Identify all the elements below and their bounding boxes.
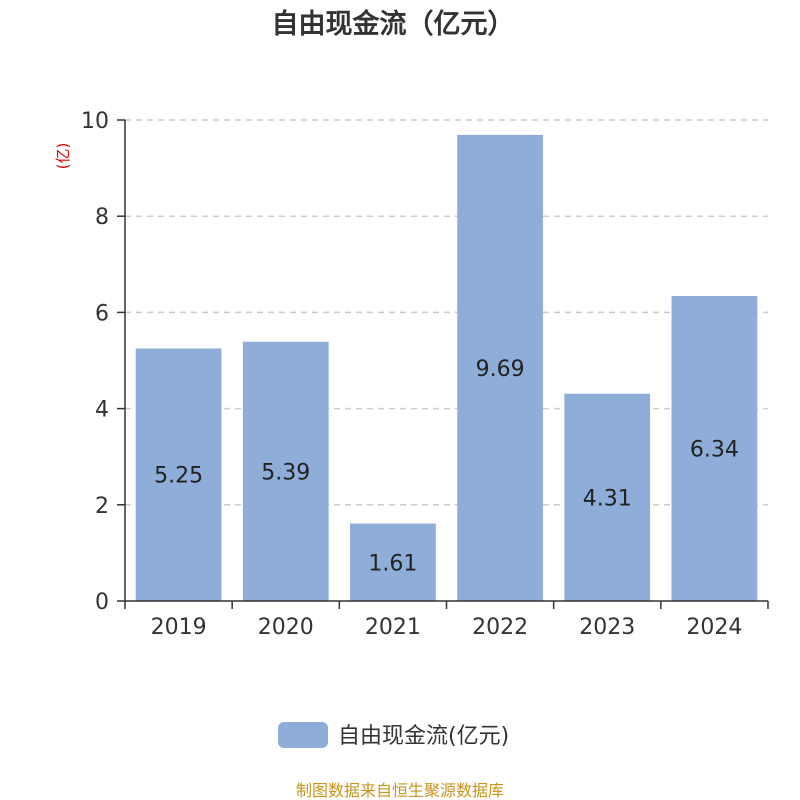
axes: 0 2 4 6 8 10 2019 2020 2021 2022 2023 2024 xyxy=(81,109,769,640)
chart-title: 自由现金流（亿元） xyxy=(272,8,515,40)
legend-swatch[interactable] xyxy=(278,722,328,748)
bar[interactable] xyxy=(350,523,436,601)
bars xyxy=(135,134,758,601)
data-label: 5.39 xyxy=(261,460,310,485)
legend[interactable]: 自由现金流(亿元) xyxy=(278,722,509,749)
bar[interactable] xyxy=(135,348,222,601)
x-tick-label: 2020 xyxy=(258,615,314,640)
bar[interactable] xyxy=(671,296,758,601)
y-tick-label: 10 xyxy=(81,109,109,134)
data-label: 6.34 xyxy=(690,438,739,463)
data-label: 5.25 xyxy=(154,464,203,489)
bar[interactable] xyxy=(457,134,543,601)
y-axis-unit-label: (亿) xyxy=(54,143,72,170)
y-tick-label: 4 xyxy=(95,398,109,423)
bar[interactable] xyxy=(242,341,329,601)
x-tick-label: 2023 xyxy=(579,615,635,640)
x-tick-label: 2022 xyxy=(472,615,528,640)
y-tick-label: 6 xyxy=(95,301,109,326)
x-tick-label: 2021 xyxy=(365,615,421,640)
x-tick-label: 2024 xyxy=(686,615,742,640)
source-note: 制图数据来自恒生聚源数据库 xyxy=(296,781,504,800)
data-label: 1.61 xyxy=(368,551,417,576)
y-tick-label: 8 xyxy=(95,205,109,230)
y-tick-label: 2 xyxy=(95,494,109,519)
bar[interactable] xyxy=(564,393,651,601)
data-label: 9.69 xyxy=(476,357,525,382)
data-label: 4.31 xyxy=(583,486,632,511)
legend-label[interactable]: 自由现金流(亿元) xyxy=(338,724,509,749)
y-tick-label: 0 xyxy=(95,590,109,615)
x-tick-label: 2019 xyxy=(151,615,207,640)
gridlines xyxy=(125,119,768,506)
data-labels: 5.25 5.39 1.61 9.69 4.31 6.34 xyxy=(154,357,739,576)
